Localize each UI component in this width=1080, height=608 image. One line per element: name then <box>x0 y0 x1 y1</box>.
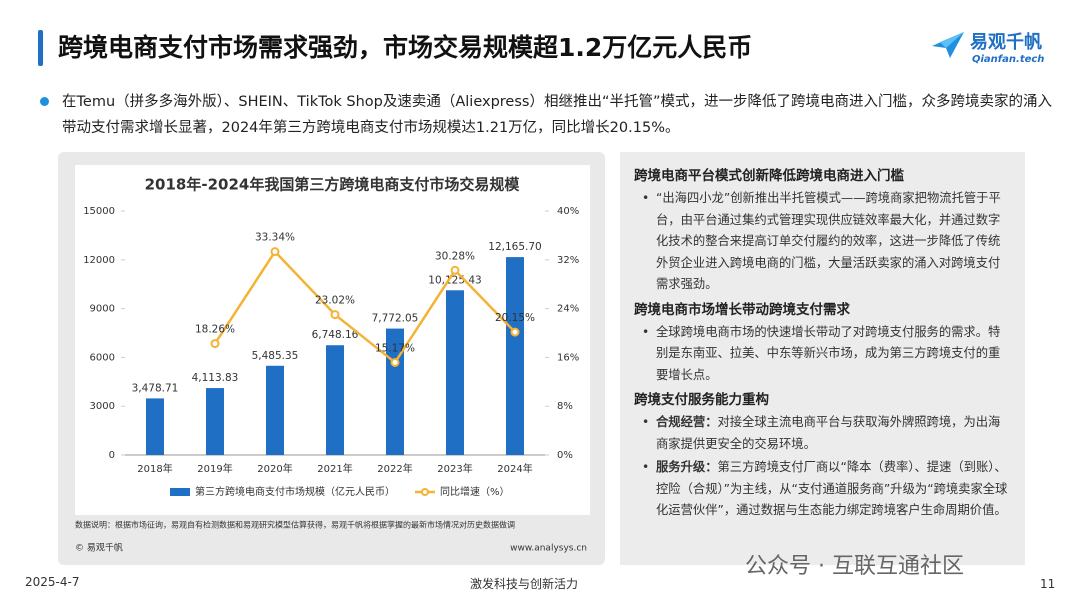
chart-site: www.analysys.cn <box>510 544 587 554</box>
y-tick-label: 3000 <box>90 401 115 412</box>
section-heading: 跨境电商平台模式创新降低跨境电商进入门槛 <box>634 168 904 184</box>
y2-tick-label: 8% <box>557 401 573 412</box>
bar-label: 4,113.83 <box>192 372 239 384</box>
x-tick-label: 2019年 <box>197 462 232 475</box>
line-point <box>450 265 460 275</box>
section-bullet: 合规经营：对接全球主流电商平台与获取海外牌照跨境，为出海商家提供更安全的交易环境… <box>642 412 1011 455</box>
section-heading: 跨境电商市场增长带动跨境支付需求 <box>634 301 850 318</box>
watermark: 公众号 · 互联互通社区 <box>745 554 964 579</box>
chart-note: 数据说明：根据市场征询，易观自有检测数据和易观研究模型估算获得，易观千帆将根据掌… <box>75 520 515 530</box>
bullet-text: 对接全球主流电商平台与获取海外牌照跨境，为出海商家提供更安全的交易环境。 <box>656 415 1001 451</box>
y-tick-label: 6000 <box>90 352 115 363</box>
legend-swatch <box>421 488 429 496</box>
bar-label: 10,125.43 <box>428 274 481 286</box>
line <box>213 249 516 365</box>
chart-bg <box>75 165 590 515</box>
bullet-label: 服务升级： <box>656 460 718 474</box>
bar-label: 12,165.70 <box>488 241 541 253</box>
line-point <box>330 310 340 320</box>
bar <box>446 290 464 455</box>
section-heading: 跨境支付服务能力重构 <box>634 392 769 408</box>
y2-tick-label: 16% <box>557 352 579 363</box>
y-tick-label: 0 <box>109 450 115 461</box>
bullet-text: 第三方跨境支付厂商以“降本（费率）、提速（到账）、控险（合规）”为主线，从“支付… <box>656 460 1008 517</box>
bar <box>506 257 524 455</box>
footer-page: 11 <box>1040 577 1056 591</box>
slide-title: 跨境电商支付市场需求强劲，市场交易规模超1.2万亿元人民币 <box>58 33 753 62</box>
logo-icon <box>930 28 966 62</box>
y2-tick-label: 40% <box>557 206 579 217</box>
x-tick-label: 2024年 <box>497 462 532 475</box>
line-point <box>510 327 520 337</box>
chart-title: 2018年-2024年我国第三方跨境电商支付市场交易规模 <box>145 176 521 194</box>
line-label: 18.26% <box>195 324 235 336</box>
bar <box>146 398 164 455</box>
x-tick-label: 2018年 <box>137 462 172 475</box>
line-label: 20.15% <box>495 312 535 324</box>
x-tick-label: 2020年 <box>257 462 292 475</box>
info-panel: 跨境电商平台模式创新降低跨境电商进入门槛 “出海四小龙”创新推出半托管模式——跨境… <box>620 152 1025 565</box>
x-tick-label: 2023年 <box>437 462 472 475</box>
y-tick-label: 15000 <box>83 206 115 217</box>
legend-label: 第三方跨境电商支付市场规模（亿元人民币） <box>195 485 395 498</box>
x-tick-label: 2022年 <box>377 462 412 475</box>
bar-label: 3,478.71 <box>132 382 179 394</box>
logo-url: Qianfan.tech <box>972 54 1045 65</box>
legend-label: 同比增速（%） <box>440 485 510 498</box>
bar-label: 6,748.16 <box>312 329 359 341</box>
y2-tick-label: 24% <box>557 304 579 315</box>
bullet-label: 合规经营： <box>656 415 718 429</box>
bar <box>266 365 284 455</box>
bar-label: 5,485.35 <box>252 350 299 362</box>
footer-slogan: 激发科技与创新活力 <box>470 577 579 591</box>
section-bullet: “出海四小龙”创新推出半托管模式——跨境商家把物流托管于平台，由平台通过集约式管… <box>642 188 1011 296</box>
title-bar <box>38 30 43 66</box>
bullet-dot <box>40 97 49 106</box>
y-tick-label: 9000 <box>90 304 115 315</box>
footer-date: 2025-4-7 <box>25 575 80 589</box>
line-point <box>210 339 220 349</box>
x-tick-label: 2021年 <box>317 462 352 475</box>
y2-tick-label: 32% <box>557 255 579 266</box>
bullet-text: 全球跨境电商市场的快速增长带动了对跨境支付服务的需求。特别是东南亚、拉美、中东等… <box>656 324 1001 382</box>
bar-label: 7,772.05 <box>372 313 419 325</box>
section-bullet: 服务升级：第三方跨境支付厂商以“降本（费率）、提速（到账）、控险（合规）”为主线… <box>642 457 1011 522</box>
legend-swatch <box>170 488 190 496</box>
bullet-text: “出海四小龙”创新推出半托管模式——跨境商家把物流托管于平台，由平台通过集约式管… <box>656 191 1001 291</box>
y-tick-label: 12000 <box>83 255 115 266</box>
intro-text: 在Temu（拼多多海外版）、SHEIN、TikTok Shop及速卖通（Alie… <box>62 94 1052 136</box>
line-point <box>390 357 400 367</box>
bar <box>326 345 344 455</box>
chart-source: © 易观千帆 <box>75 542 123 554</box>
line-label: 33.34% <box>255 232 295 244</box>
section-bullet: 全球跨境电商市场的快速增长带动了对跨境支付服务的需求。特别是东南亚、拉美、中东等… <box>642 322 1011 387</box>
bar <box>206 388 224 455</box>
line-point <box>270 247 280 257</box>
logo-name: 易观千帆 <box>970 32 1042 53</box>
y2-tick-label: 0% <box>557 450 573 461</box>
line-label: 15.17% <box>375 342 415 354</box>
line-label: 30.28% <box>435 250 475 262</box>
line-label: 23.02% <box>315 295 355 307</box>
chart: 2018年-2024年我国第三方跨境电商支付市场交易规模 数据说明：根据市场征询… <box>75 165 590 554</box>
